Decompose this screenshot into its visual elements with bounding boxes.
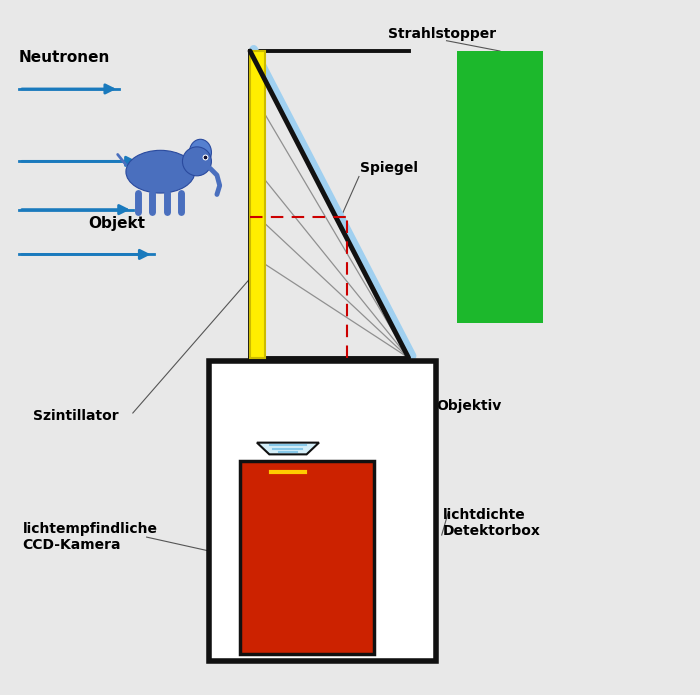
Bar: [457, 51, 543, 323]
Text: Objekt: Objekt: [88, 216, 145, 231]
Text: Neutronen: Neutronen: [19, 50, 111, 65]
Text: lichtempfindliche
CCD-Kamera: lichtempfindliche CCD-Kamera: [22, 522, 158, 553]
Text: Szintillator: Szintillator: [33, 409, 118, 423]
Text: lichtdichte
Detektorbox: lichtdichte Detektorbox: [443, 508, 541, 539]
Text: Strahlstopper: Strahlstopper: [388, 26, 496, 41]
Text: Spiegel: Spiegel: [360, 161, 419, 175]
Bar: [209, 361, 436, 661]
Text: Objektiv: Objektiv: [436, 399, 501, 413]
Ellipse shape: [126, 150, 195, 193]
Ellipse shape: [183, 147, 211, 176]
Ellipse shape: [190, 139, 211, 165]
Polygon shape: [257, 443, 319, 455]
Bar: [250, 51, 265, 358]
Bar: [239, 461, 374, 654]
